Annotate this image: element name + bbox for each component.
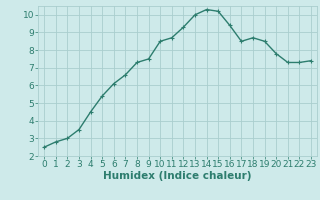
X-axis label: Humidex (Indice chaleur): Humidex (Indice chaleur) (103, 171, 252, 181)
